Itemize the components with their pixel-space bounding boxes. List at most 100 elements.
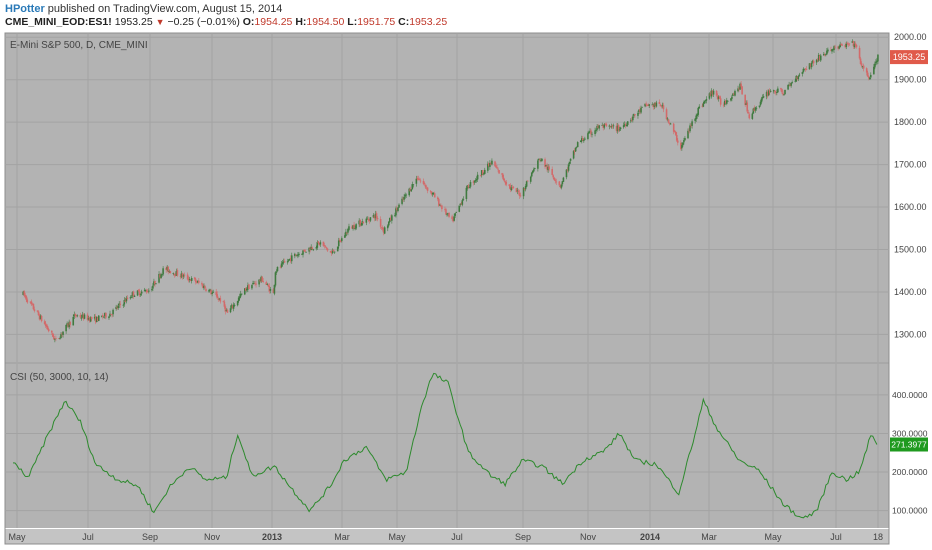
down-candle-body	[554, 179, 557, 182]
down-candle-body	[497, 168, 499, 170]
down-candle-body	[25, 296, 28, 300]
up-candle-body	[203, 285, 205, 289]
up-candle-body	[123, 299, 126, 305]
down-candle-body	[676, 140, 679, 143]
down-candle-body	[690, 125, 692, 126]
down-candle-body	[317, 241, 320, 243]
up-candle-body	[682, 142, 684, 146]
down-triangle-icon: ▼	[155, 17, 165, 27]
down-candle-body	[662, 105, 665, 110]
last-csi-badge	[890, 437, 928, 452]
up-candle-body	[190, 278, 193, 281]
down-candle-body	[309, 248, 311, 251]
down-candle-body	[444, 208, 446, 210]
down-candle-body	[830, 49, 832, 51]
down-candle-body	[179, 276, 182, 278]
down-candle-body	[187, 278, 190, 281]
down-candle-body	[37, 311, 40, 316]
up-candle-body	[516, 190, 519, 192]
up-candle-body	[76, 315, 79, 317]
down-candle-body	[110, 313, 112, 315]
up-candle-body	[641, 106, 643, 108]
up-candle-body	[148, 290, 150, 292]
ohlc-bar: CME_MINI_EOD:ES1! 1953.25 ▼ −0.25 (−0.01…	[5, 16, 447, 28]
down-candle-body	[824, 54, 826, 56]
down-candle-body	[86, 314, 89, 320]
down-candle-body	[844, 44, 847, 48]
down-candle-body	[324, 246, 327, 247]
down-candle-body	[223, 301, 226, 307]
up-candle-body	[260, 276, 262, 282]
time-tick-label: Jul	[82, 532, 94, 542]
down-candle-body	[332, 250, 335, 252]
down-candle-body	[495, 165, 497, 168]
up-candle-body	[777, 88, 779, 93]
up-candle-body	[122, 304, 125, 306]
down-candle-body	[716, 95, 719, 99]
up-candle-body	[89, 317, 92, 322]
up-candle-body	[630, 120, 632, 122]
up-candle-body	[798, 74, 801, 76]
author-link[interactable]: HPotter	[5, 3, 45, 15]
down-candle-body	[176, 270, 179, 276]
down-candle-body	[433, 193, 436, 198]
up-candle-body	[410, 189, 413, 192]
down-candle-body	[429, 191, 432, 193]
up-candle-body	[404, 194, 406, 197]
down-candle-body	[205, 289, 207, 291]
down-candle-body	[675, 134, 678, 141]
down-candle-body	[654, 102, 657, 106]
up-candle-body	[487, 163, 489, 171]
up-candle-body	[810, 62, 813, 68]
down-candle-body	[359, 219, 361, 226]
down-candle-body	[508, 184, 511, 186]
last-price-badge	[890, 50, 928, 65]
up-candle-body	[861, 65, 864, 67]
up-candle-body	[531, 170, 534, 174]
indicator-pane[interactable]	[5, 364, 889, 528]
down-candle-body	[43, 321, 46, 325]
down-candle-body	[652, 104, 655, 108]
up-candle-body	[868, 78, 871, 79]
down-candle-body	[773, 90, 776, 92]
up-candle-body	[415, 178, 418, 184]
down-candle-body	[202, 284, 204, 288]
down-candle-body	[805, 69, 808, 70]
down-candle-body	[165, 267, 167, 271]
time-tick-label: Sep	[515, 532, 531, 542]
up-candle-body	[698, 106, 701, 109]
down-candle-body	[351, 226, 353, 229]
up-candle-body	[710, 90, 713, 97]
up-candle-body	[545, 164, 547, 167]
down-candle-body	[848, 43, 851, 45]
up-candle-body	[308, 247, 310, 252]
down-candle-body	[373, 215, 376, 219]
up-candle-body	[541, 158, 543, 161]
down-candle-body	[201, 283, 203, 285]
down-candle-body	[279, 266, 282, 268]
time-tick-label: Jul	[451, 532, 463, 542]
time-axis-bar[interactable]	[5, 529, 889, 544]
price-pane[interactable]	[5, 33, 889, 362]
up-candle-body	[225, 309, 228, 312]
down-candle-body	[437, 197, 439, 200]
time-tick-label: Mar	[701, 532, 717, 542]
low-value: 1951.75	[357, 16, 396, 28]
up-candle-body	[758, 105, 761, 108]
down-candle-body	[496, 167, 498, 169]
down-candle-body	[647, 104, 649, 106]
up-candle-body	[386, 225, 389, 229]
down-candle-body	[215, 291, 218, 295]
up-candle-body	[533, 169, 535, 172]
up-candle-body	[562, 177, 565, 182]
down-candle-body	[338, 239, 341, 241]
up-candle-body	[180, 273, 183, 278]
up-candle-body	[93, 316, 96, 319]
up-candle-body	[175, 270, 178, 276]
down-candle-body	[724, 100, 727, 104]
down-candle-body	[460, 203, 463, 205]
up-candle-body	[877, 54, 879, 62]
up-candle-body	[530, 172, 533, 177]
up-candle-body	[475, 178, 478, 180]
